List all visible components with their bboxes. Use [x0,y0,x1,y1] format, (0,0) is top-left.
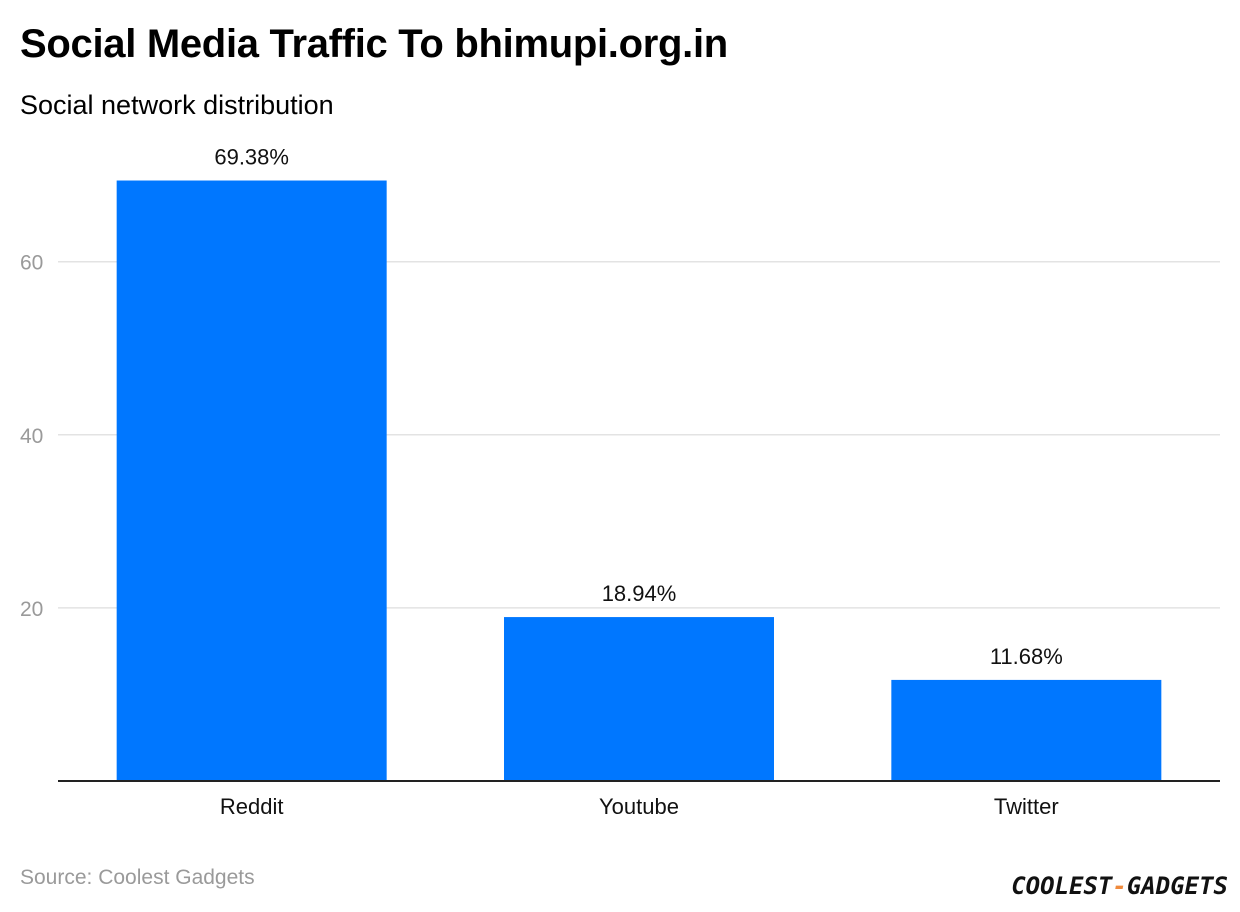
y-tick-label: 40 [20,425,43,448]
data-label: 11.68% [990,644,1063,669]
bar [116,180,387,781]
logo-text-left: COOLEST [1011,872,1113,900]
x-tick-label: Youtube [599,794,679,819]
source-note: Source: Coolest Gadgets [20,866,255,889]
bar [504,617,774,781]
data-label: 18.94% [602,581,677,606]
chart-subtitle: Social network distribution [20,90,334,120]
y-tick-label: 20 [20,598,43,621]
y-tick-label: 60 [20,252,43,275]
data-label: 69.38% [214,145,289,170]
logo-text-right: GADGETS [1126,872,1228,900]
logo-separator: - [1112,872,1127,900]
x-tick-label: Twitter [994,794,1059,819]
brand-logo: COOLEST-GADGETS [1011,872,1228,900]
x-tick-label: Reddit [220,794,284,819]
chart-title: Social Media Traffic To bhimupi.org.in [20,22,728,66]
bar [891,679,1162,781]
